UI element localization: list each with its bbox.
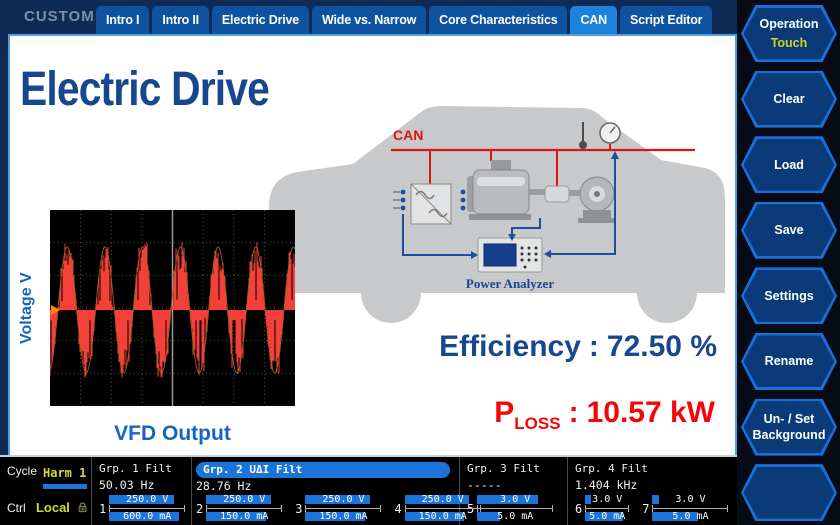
power-analyzer-device — [477, 237, 543, 273]
current-range-bar — [477, 512, 501, 521]
group-1-header[interactable]: Grp. 1 Filt — [99, 462, 172, 475]
page-title: Electric Drive — [20, 63, 270, 116]
save-button[interactable]: Save — [741, 201, 837, 259]
range-scale — [477, 505, 554, 512]
current-range-bar — [585, 512, 623, 521]
tab-electric-drive[interactable]: Electric Drive — [211, 6, 310, 34]
scope-y-axis-label: Voltage V — [18, 272, 35, 344]
channel-6[interactable]: 6 3.0 V 5.0 mA — [575, 495, 630, 522]
group-1-section: Grp. 1 Filt 50.03 Hz 1 250.0 V 600.0 mA — [92, 457, 192, 525]
empty-softkey-button[interactable] — [741, 464, 837, 522]
cycle-mode-value[interactable]: Harm 1 — [43, 466, 87, 480]
current-range-bar — [109, 512, 180, 521]
left-frame-strip — [0, 34, 8, 455]
current-range-bar — [305, 512, 365, 521]
range-scale — [585, 505, 630, 512]
channel-2[interactable]: 2 250.0 V 150.0 mA — [196, 495, 283, 522]
channel-7[interactable]: 7 3.0 V 5.0 mA — [642, 495, 729, 522]
efficiency-value: 72.50 % — [606, 330, 717, 363]
group-2-section: Grp. 2 UΔI Filt 28.76 Hz 2 250.0 V 150.0… — [192, 457, 481, 525]
rename-button[interactable]: Rename — [741, 332, 837, 390]
clear-button[interactable]: Clear — [741, 70, 837, 128]
voltage-range-bar — [109, 495, 174, 504]
settings-button[interactable]: Settings — [741, 267, 837, 325]
group-3-header[interactable]: Grp. 3 Filt — [467, 462, 540, 475]
current-range-bar — [206, 512, 266, 521]
wire-arrowheads — [471, 151, 619, 259]
range-scale — [404, 505, 481, 512]
scope-caption: VFD Output — [114, 422, 231, 445]
voltage-range-bar — [404, 495, 470, 504]
group-2-header-selected[interactable]: Grp. 2 UΔI Filt — [196, 462, 450, 478]
inverter — [393, 183, 452, 225]
range-scale — [109, 505, 186, 512]
main-panel: Electric Drive CAN — [8, 34, 737, 455]
voltage-range-bar — [477, 495, 539, 504]
can-bus-label: CAN — [393, 127, 423, 143]
measurement-wires — [402, 158, 616, 256]
tab-core-characteristics[interactable]: Core Characteristics — [429, 6, 568, 34]
lock-icon[interactable] — [78, 500, 87, 515]
group-1-frequency: 50.03 Hz — [99, 478, 155, 492]
power-analyzer-label: Power Analyzer — [466, 276, 554, 291]
group-2-frequency: 28.76 Hz — [196, 479, 252, 493]
vfd-waveform — [50, 210, 295, 406]
current-range-bar — [404, 512, 464, 521]
gauge-icon — [599, 122, 621, 144]
tab-strip: Intro I Intro II Electric Drive Wide vs.… — [96, 6, 713, 34]
instrument-status-bar: Cycle Harm 1 Ctrl Local Grp. 1 Filt 50.0… — [0, 455, 737, 525]
tab-script-editor[interactable]: Script Editor — [619, 6, 713, 34]
power-loss-value: 10.57 kW — [586, 396, 715, 429]
softkey-sidebar: Operation Touch Clear Load Save Settings… — [737, 0, 840, 525]
operation-button[interactable]: Operation Touch — [741, 5, 837, 62]
drivetrain-diagram: CAN — [269, 106, 725, 323]
mode-label: CUSTOM — [24, 8, 95, 25]
vfd-scope-display — [50, 210, 295, 406]
channel-1[interactable]: 1 250.0 V 600.0 mA — [99, 495, 186, 522]
cycle-ctrl-section: Cycle Harm 1 Ctrl Local — [0, 457, 92, 525]
group-3-frequency: ----- — [467, 478, 502, 492]
thermometer-icon — [579, 122, 587, 149]
range-scale — [652, 505, 729, 512]
load-machine — [578, 176, 616, 223]
coupling — [544, 185, 580, 203]
unset-background-button[interactable]: Un- / Set Background — [741, 398, 837, 456]
operation-mode-value: Touch — [770, 36, 808, 50]
ctrl-label: Ctrl — [7, 500, 26, 515]
voltage-range-bar — [206, 495, 271, 504]
ctrl-mode-value[interactable]: Local — [35, 500, 70, 515]
group-4-frequency: 1.404 kHz — [575, 478, 638, 492]
voltage-range-bar — [652, 495, 660, 504]
tab-wide-vs-narrow[interactable]: Wide vs. Narrow — [312, 6, 427, 34]
range-scale — [206, 505, 283, 512]
channel-5[interactable]: 5 3.0 V 5.0 mA — [467, 495, 554, 522]
voltage-range-bar — [585, 495, 591, 504]
channel-3[interactable]: 3 250.0 V 150.0 mA — [295, 495, 382, 522]
cycle-label: Cycle — [7, 464, 38, 478]
top-tab-bar: CUSTOM Intro I Intro II Electric Drive W… — [0, 0, 737, 34]
channel-4[interactable]: 4 250.0 V 150.0 mA — [394, 495, 481, 522]
tab-intro-1[interactable]: Intro I — [96, 6, 150, 34]
efficiency-readout: Efficiency:72.50 % — [439, 330, 717, 363]
tab-can[interactable]: CAN — [570, 6, 617, 34]
power-loss-readout: PLOSS:10.57 kW — [494, 396, 715, 433]
range-scale — [305, 505, 382, 512]
voltage-range-bar — [305, 495, 371, 504]
group-4-section: Grp. 4 Filt 1.404 kHz 6 3.0 V 5.0 mA 7 — [568, 457, 737, 525]
motor — [460, 160, 545, 220]
current-range-bar — [652, 512, 699, 521]
group-4-header[interactable]: Grp. 4 Filt — [575, 462, 648, 475]
load-button[interactable]: Load — [741, 136, 837, 194]
tab-intro-2[interactable]: Intro II — [152, 6, 209, 34]
cycle-progress-bar — [43, 484, 87, 489]
